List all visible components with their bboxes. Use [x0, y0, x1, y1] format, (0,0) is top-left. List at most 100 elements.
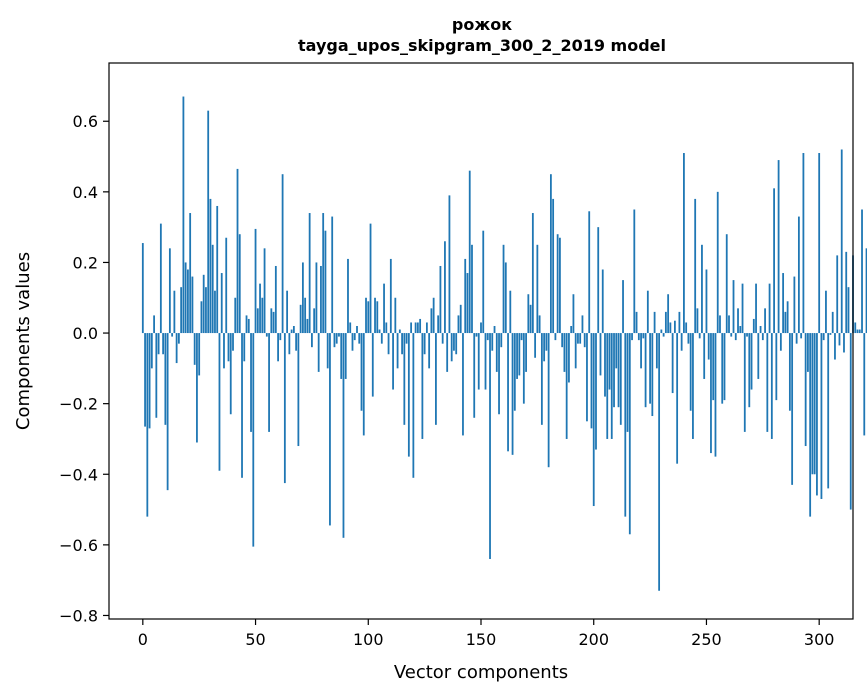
bar-286 [786, 301, 789, 334]
y-tick-label-6: 0.4 [73, 183, 98, 202]
bar-163 [509, 290, 512, 334]
bar-61 [279, 333, 282, 341]
bar-96 [358, 333, 361, 344]
bar-136 [448, 195, 451, 334]
bar-44 [241, 333, 243, 478]
bar-60 [277, 333, 279, 362]
bar-158 [498, 333, 500, 415]
y-tick-label-4: 0.0 [73, 324, 98, 343]
x-tick-label-2: 100 [353, 630, 384, 649]
bar-42 [236, 168, 239, 334]
bar-234 [669, 322, 672, 334]
bar-137 [450, 333, 453, 362]
bar-181 [549, 174, 552, 334]
bar-258 [723, 333, 726, 401]
bar-120 [412, 333, 415, 478]
bar-295 [807, 333, 809, 372]
bar-223 [644, 333, 647, 408]
bar-146 [471, 244, 473, 334]
bar-64 [286, 290, 289, 334]
bar-191 [572, 294, 575, 334]
bar-201 [595, 333, 597, 450]
bar-107 [383, 283, 385, 334]
bar-84 [331, 216, 334, 334]
bar-34 [218, 333, 221, 471]
bar-254 [714, 333, 717, 457]
bar-271 [752, 318, 755, 334]
bar-225 [649, 333, 651, 404]
bar-159 [500, 333, 503, 348]
bar-138 [453, 333, 455, 351]
bar-218 [633, 209, 636, 334]
bar-93 [351, 333, 354, 351]
bar-98 [362, 333, 365, 436]
bar-183 [554, 333, 557, 341]
y-tick-label-7: 0.6 [73, 112, 98, 131]
bar-130 [435, 333, 437, 425]
bar-126 [425, 322, 428, 334]
bar-272 [755, 283, 757, 334]
bar-78 [317, 333, 320, 372]
bar-41 [234, 297, 237, 334]
bar-306 [831, 311, 834, 334]
bar-186 [561, 333, 564, 348]
bar-33 [216, 205, 219, 334]
bar-298 [813, 333, 816, 475]
bar-111 [392, 333, 394, 390]
bar-83 [329, 333, 331, 526]
bar-102 [371, 333, 374, 397]
bar-115 [401, 333, 403, 355]
bar-20 [187, 269, 189, 334]
bar-59 [274, 265, 277, 334]
bar-140 [457, 315, 460, 334]
bar-231 [662, 333, 665, 337]
bar-247 [698, 333, 701, 339]
bar-264 [737, 308, 739, 334]
bar-121 [414, 322, 417, 334]
bar-7 [157, 333, 160, 355]
bar-292 [800, 333, 803, 339]
bar-series [141, 96, 867, 591]
bar-321 [865, 248, 867, 334]
bar-309 [838, 333, 841, 346]
bar-255 [716, 191, 719, 334]
bar-47 [247, 318, 250, 334]
bar-221 [640, 333, 642, 369]
bar-54 [263, 248, 266, 334]
bar-29 [207, 110, 210, 334]
bar-127 [428, 333, 431, 369]
bar-135 [446, 333, 449, 372]
x-tick-label-5: 250 [691, 630, 722, 649]
bar-173 [531, 213, 534, 334]
bar-99 [365, 297, 367, 334]
bar-250 [705, 269, 708, 334]
bar-238 [678, 311, 681, 334]
bar-48 [250, 333, 252, 432]
bar-71 [301, 262, 304, 334]
bar-3 [148, 333, 151, 429]
bar-76 [313, 308, 316, 334]
bar-53 [261, 297, 264, 334]
bar-128 [430, 308, 433, 334]
bar-170 [525, 333, 527, 372]
bar-9 [162, 333, 165, 355]
bar-156 [493, 326, 496, 334]
bar-252 [710, 333, 712, 454]
bar-89 [342, 333, 345, 538]
bar-46 [245, 315, 248, 334]
bar-67 [292, 326, 295, 334]
bar-268 [746, 333, 748, 337]
bar-207 [608, 333, 611, 390]
bar-312 [845, 251, 848, 334]
bar-175 [536, 244, 539, 334]
bar-193 [577, 333, 579, 344]
bar-212 [619, 333, 622, 425]
chart-title: рожок [452, 15, 512, 34]
bar-269 [748, 333, 751, 408]
bar-276 [764, 308, 766, 334]
bar-222 [642, 333, 645, 339]
bar-171 [527, 294, 530, 334]
bar-133 [441, 333, 444, 344]
bar-124 [421, 333, 424, 439]
bar-45 [243, 333, 246, 362]
